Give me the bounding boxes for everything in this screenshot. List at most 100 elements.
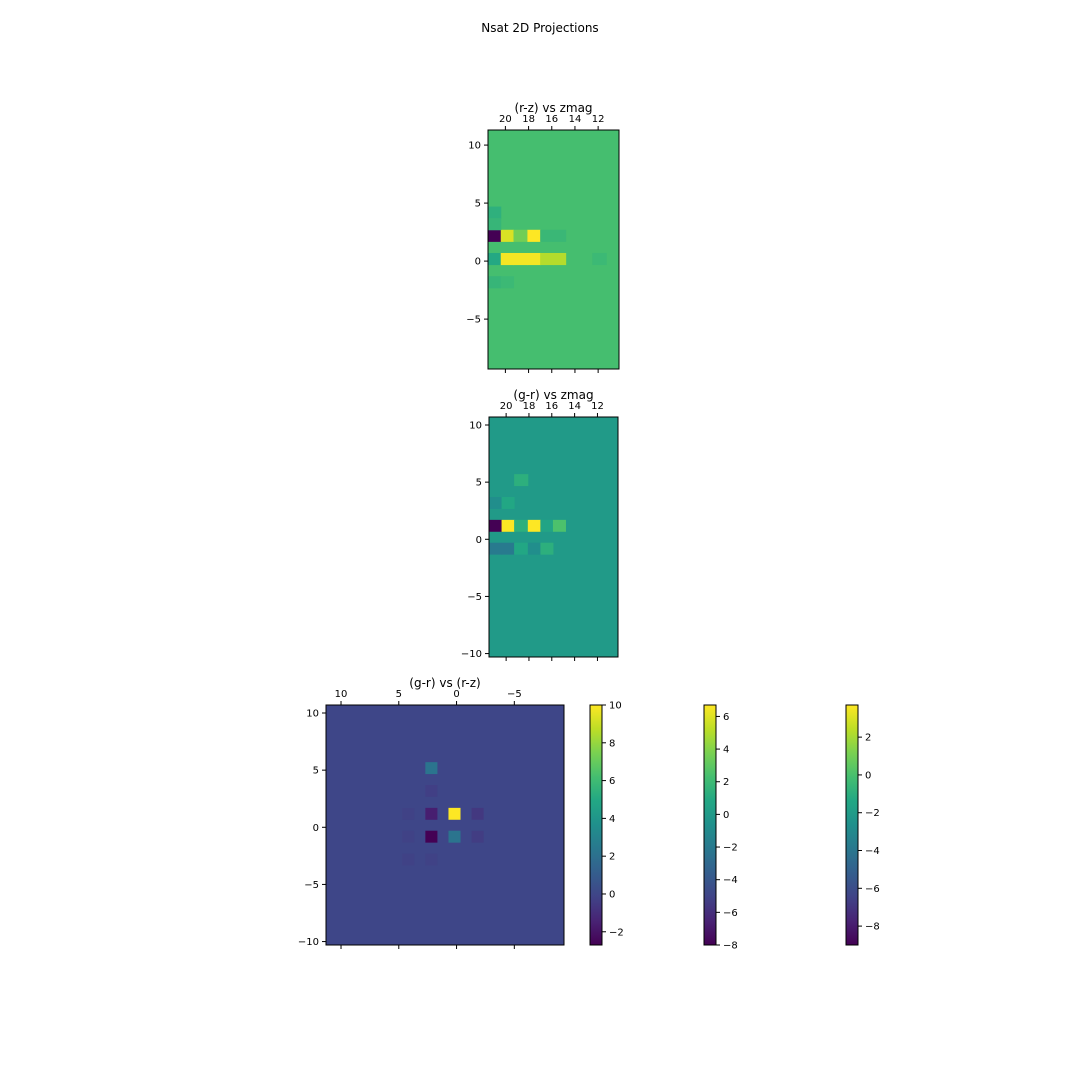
heatmap-cell — [540, 543, 553, 555]
x-tick-label: 12 — [592, 114, 605, 125]
heatmap-background — [488, 130, 619, 369]
figure-title: Nsat 2D Projections — [481, 21, 598, 35]
heatmap-cell — [425, 831, 437, 843]
colorbar-tick-label: 6 — [609, 776, 615, 787]
heatmap-cell — [488, 230, 501, 242]
colorbar-cbar-1: 1086420−2 — [590, 701, 624, 946]
y-tick-label: −10 — [461, 649, 482, 660]
panel-title: (r-z) vs zmag — [514, 101, 592, 115]
heatmap-cell — [425, 854, 437, 866]
heatmap-cell — [553, 230, 566, 242]
heatmap-cell — [592, 253, 606, 265]
x-tick-label: 16 — [545, 114, 558, 125]
x-tick-label: 18 — [522, 114, 535, 125]
heatmap-cell — [489, 497, 502, 509]
heatmap-cell — [448, 808, 460, 820]
heatmap-cell — [402, 808, 414, 820]
heatmap-cell — [502, 497, 515, 509]
y-tick-label: −10 — [298, 937, 319, 948]
heatmap-cell — [501, 276, 514, 288]
x-tick-label: 0 — [453, 689, 459, 700]
colorbar-tick-label: −2 — [723, 843, 738, 854]
x-tick-label: 5 — [396, 689, 402, 700]
heatmap-cell — [488, 253, 501, 265]
x-tick-label: 12 — [591, 401, 604, 412]
colorbar-tick-label: 2 — [609, 852, 615, 863]
heatmap-cell — [540, 253, 553, 265]
colorbar-cbar-2: 6 4 2 0 −2 −4 −6 −8 — [704, 705, 738, 952]
y-tick-label: 5 — [476, 478, 482, 489]
y-tick-label: 0 — [476, 535, 482, 546]
y-tick-label: 5 — [313, 766, 319, 777]
colorbar-tick-label: 10 — [609, 701, 622, 712]
heatmap-cell — [540, 230, 553, 242]
y-tick-label: −5 — [467, 592, 482, 603]
colorbar-tick-label: −8 — [865, 922, 880, 933]
heatmap-gr-vs-rz: 10 5 0 −5 10 5 0 −5 −10 (g-r) vs (r-z) — [298, 676, 564, 949]
colorbar-tick-label: −6 — [865, 884, 880, 895]
y-tick-label: −5 — [466, 315, 481, 326]
heatmap-cell — [402, 854, 414, 866]
colorbar-tick-label: −4 — [865, 846, 880, 857]
heatmap-cell — [528, 520, 541, 532]
heatmap-cell — [488, 207, 501, 219]
heatmap-cell — [514, 230, 528, 242]
x-tick-label: 18 — [523, 401, 536, 412]
panel-title: (g-r) vs zmag — [513, 388, 593, 402]
heatmap-cell — [425, 785, 437, 797]
heatmap-cell — [502, 520, 515, 532]
heatmap-rz-vs-zmag: 20 18 16 14 12 10 5 0 −5 (r-z) vs zmag — [466, 101, 619, 373]
colorbar-cbar-3: 2 0 −2 −4 −6 −8 — [846, 705, 880, 945]
heatmap-cell — [501, 230, 514, 242]
y-tick-label: 10 — [306, 709, 319, 720]
y-tick-label: 10 — [469, 421, 482, 432]
x-tick-label: −5 — [507, 689, 522, 700]
colorbar-tick-label: 2 — [723, 777, 729, 788]
y-tick-label: −5 — [304, 880, 319, 891]
heatmap-cell — [488, 218, 501, 230]
x-tick-label: 14 — [569, 114, 582, 125]
x-tick-label: 10 — [335, 689, 348, 700]
heatmap-cell — [514, 253, 528, 265]
heatmap-cell — [514, 543, 528, 555]
colorbar-tick-label: 6 — [723, 712, 729, 723]
y-tick-label: 0 — [313, 823, 319, 834]
heatmap-cell — [472, 831, 484, 843]
colorbar-tick-label: −4 — [723, 875, 738, 886]
heatmap-cell — [527, 230, 540, 242]
heatmap-cell — [514, 474, 528, 486]
heatmap-cell — [472, 808, 484, 820]
y-tick-label: 10 — [468, 141, 481, 152]
heatmap-cell — [528, 543, 541, 555]
panel-title: (g-r) vs (r-z) — [409, 676, 480, 690]
colorbar-tick-label: −2 — [609, 927, 624, 938]
x-tick-label: 20 — [499, 114, 512, 125]
colorbar-body — [704, 705, 716, 945]
y-tick-label: 0 — [475, 257, 481, 268]
colorbar-tick-label: 4 — [723, 745, 729, 756]
heatmap-cell — [488, 276, 501, 288]
heatmap-cell — [553, 253, 566, 265]
heatmap-cell — [553, 520, 566, 532]
colorbar-body — [846, 705, 858, 945]
x-tick-label: 14 — [568, 401, 581, 412]
heatmap-cell — [448, 831, 460, 843]
colorbar-tick-label: 0 — [723, 810, 729, 821]
x-tick-label: 20 — [500, 401, 513, 412]
heatmap-cell — [527, 253, 540, 265]
colorbar-tick-label: 4 — [609, 814, 615, 825]
heatmap-cell — [425, 762, 437, 774]
colorbar-tick-label: 0 — [609, 889, 615, 900]
colorbar-tick-label: −8 — [723, 941, 738, 952]
heatmap-cell — [489, 543, 502, 555]
heatmap-cell — [501, 253, 514, 265]
heatmap-background — [489, 417, 618, 657]
heatmap-background — [326, 705, 564, 945]
y-tick-label: 5 — [475, 199, 481, 210]
heatmap-cell — [402, 831, 414, 843]
colorbar-tick-label: 0 — [865, 770, 871, 781]
colorbar-tick-label: −6 — [723, 908, 738, 919]
heatmap-gr-vs-zmag: 20 18 16 14 12 10 5 0 −5 −10 (g-r) vs zmag — [461, 388, 618, 661]
colorbar-body — [590, 705, 602, 945]
